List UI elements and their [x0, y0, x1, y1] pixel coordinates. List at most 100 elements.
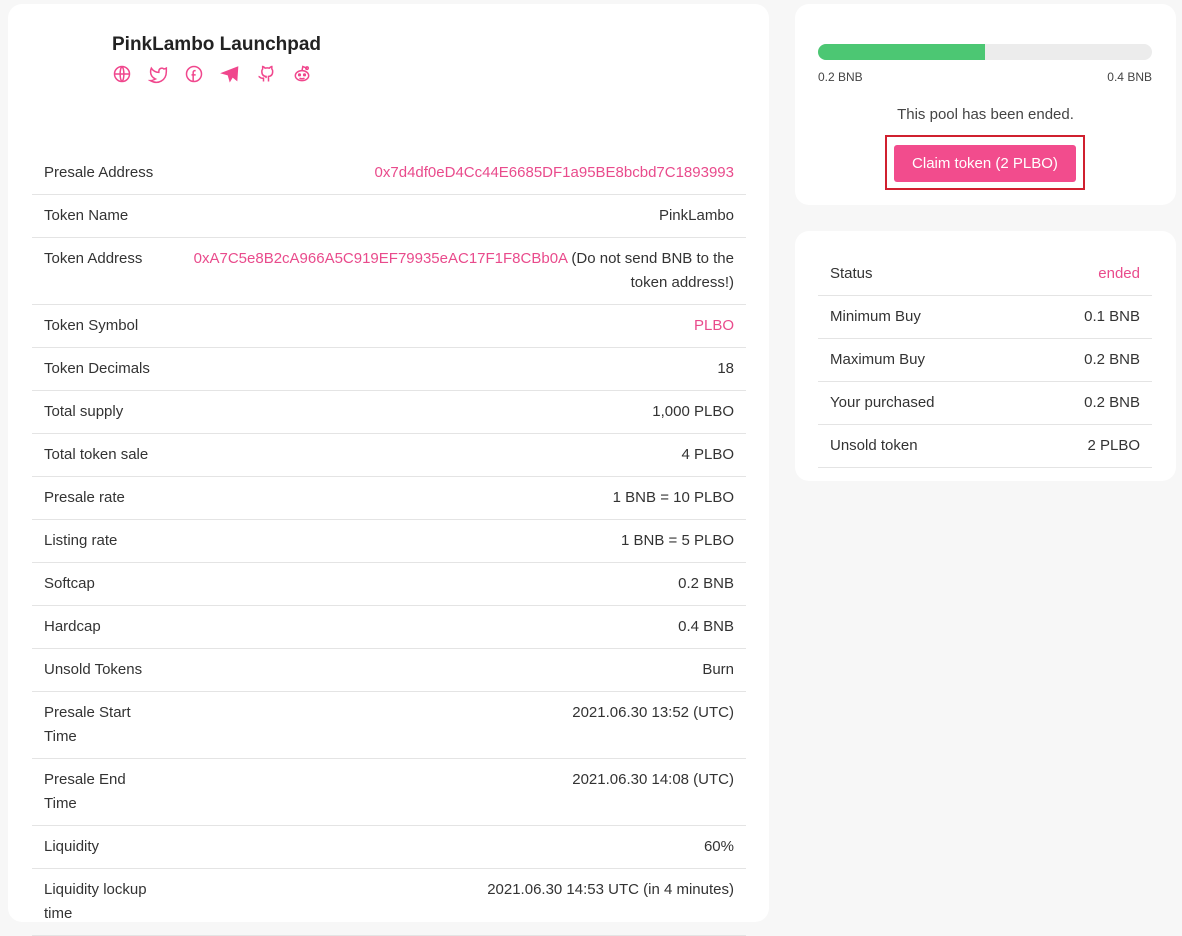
row-label: Total token sale [32, 433, 172, 477]
value-text: 2021.06.30 14:53 UTC (in 4 minutes) [487, 881, 734, 898]
row-value: 1 BNB = 5 PLBO [172, 519, 746, 563]
row-label: Presale rate [32, 476, 172, 520]
value-text: 0.2 BNB [1084, 351, 1140, 368]
value-text: PinkLambo [658, 207, 734, 224]
row-label: Presale Address [32, 152, 172, 195]
reddit-icon[interactable] [292, 64, 312, 84]
progress-min-label: 0.2 BNB [818, 70, 863, 84]
row-value: 18 [172, 347, 746, 391]
progress-fill [818, 44, 985, 60]
value-text: 1 BNB = 10 PLBO [612, 489, 734, 506]
value-text: 0.4 BNB [678, 618, 734, 635]
table-row: Total token sale 4 PLBO [32, 433, 746, 477]
row-value: 2021.06.30 13:52 (UTC) [172, 691, 746, 759]
value-text: 0.2 BNB [678, 575, 734, 592]
row-label: Unsold token [818, 424, 958, 468]
value-text: 2021.06.30 13:52 (UTC) [572, 704, 734, 721]
value-text: 4 PLBO [681, 446, 734, 463]
table-row: Hardcap 0.4 BNB [32, 605, 746, 649]
table-row: Token Decimals 18 [32, 347, 746, 391]
row-label: Listing rate [32, 519, 172, 563]
row-value: PLBO [172, 304, 746, 348]
value-text: 0.1 BNB [1084, 308, 1140, 325]
value-text: 18 [717, 360, 734, 377]
value-text: Burn [702, 661, 734, 678]
row-label: Your purchased [818, 381, 958, 425]
row-value: PinkLambo [172, 194, 746, 238]
table-row: Status ended [818, 253, 1152, 296]
table-row: Presale End Time 2021.06.30 14:08 (UTC) [32, 758, 746, 826]
telegram-icon[interactable] [220, 64, 240, 84]
row-value: 0.2 BNB [958, 338, 1152, 382]
claim-highlight: Claim token (2 PLBO) [885, 135, 1085, 190]
twitter-icon[interactable] [147, 64, 168, 84]
pool-stats-card: Status ended Minimum Buy 0.1 BNB Maximum Buy… [795, 231, 1176, 481]
facebook-icon[interactable] [184, 64, 204, 84]
table-row: Unsold token 2 PLBO [818, 424, 1152, 468]
presale-info-card: PinkLambo Launchpad Presale Address 0x7d4… [8, 4, 769, 936]
row-label: Token Symbol [32, 304, 172, 348]
table-row: Softcap 0.2 BNB [32, 562, 746, 606]
value-text[interactable]: 0x7d4df0eD4Cc44E6685DF1a95BE8bcbd7C18939… [374, 164, 734, 181]
value-text: 60% [703, 838, 734, 855]
value-note: (Do not send BNB to the token address!) [567, 250, 734, 291]
table-row: Token Name PinkLambo [32, 194, 746, 238]
table-row: Token Symbol PLBO [32, 304, 746, 348]
value-text: PLBO [693, 317, 734, 334]
claim-token-button[interactable]: Claim token (2 PLBO) [894, 145, 1076, 182]
row-label: Unsold Tokens [32, 648, 172, 692]
row-label: Softcap [32, 562, 172, 606]
row-value: 0.2 BNB [958, 381, 1152, 425]
table-row: Presale Address 0x7d4df0eD4Cc44E6685DF1a9… [32, 152, 746, 195]
row-value: 0.2 BNB [172, 562, 746, 606]
table-row: Liquidity lockup time 2021.06.30 14:53 UT… [32, 868, 746, 936]
row-value: 2021.06.30 14:08 (UTC) [172, 758, 746, 826]
row-value: 0xA7C5e8B2cA966A5C919EF79935eAC17F1F8CBb… [172, 237, 746, 305]
table-row: Liquidity 60% [32, 825, 746, 869]
row-label: Presale End Time [32, 758, 172, 826]
row-label: Maximum Buy [818, 338, 958, 382]
row-label: Token Name [32, 194, 172, 238]
row-value: 4 PLBO [172, 433, 746, 477]
value-text[interactable]: 0xA7C5e8B2cA966A5C919EF79935eAC17F1F8CBb… [193, 250, 568, 267]
row-label: Status [818, 253, 958, 296]
row-value: 0.1 BNB [958, 295, 1152, 339]
row-value: 0.4 BNB [172, 605, 746, 649]
row-value: 0x7d4df0eD4Cc44E6685DF1a95BE8bcbd7C18939… [172, 152, 746, 195]
value-text: 2021.06.30 14:08 (UTC) [572, 771, 734, 788]
row-label: Presale Start Time [32, 691, 172, 759]
table-row: Presale Start Time 2021.06.30 13:52 (UTC) [32, 691, 746, 759]
table-row: Your purchased 0.2 BNB [818, 381, 1152, 425]
pool-progress-card: 0.2 BNB 0.4 BNB This pool has been ended… [795, 4, 1176, 205]
row-value: ended [958, 253, 1152, 296]
table-row: Minimum Buy 0.1 BNB [818, 295, 1152, 339]
page-title: PinkLambo Launchpad [112, 34, 322, 55]
globe-icon[interactable] [112, 64, 132, 84]
table-row: Presale rate 1 BNB = 10 PLBO [32, 476, 746, 520]
github-icon[interactable] [256, 64, 276, 84]
row-label: Liquidity [32, 825, 172, 869]
progress-bar [818, 44, 1152, 60]
value-text: ended [1098, 265, 1140, 282]
pool-stats-table: Status ended Minimum Buy 0.1 BNB Maximum Buy… [818, 253, 1152, 468]
row-label: Token Address [32, 237, 172, 305]
social-links [112, 64, 312, 84]
row-value: 60% [172, 825, 746, 869]
table-row: Listing rate 1 BNB = 5 PLBO [32, 519, 746, 563]
row-label: Total supply [32, 390, 172, 434]
row-label: Minimum Buy [818, 295, 958, 339]
row-label: Liquidity lockup time [32, 868, 172, 936]
table-row: Token Address 0xA7C5e8B2cA966A5C919EF7993… [32, 237, 746, 305]
row-label: Token Decimals [32, 347, 172, 391]
table-row: Total supply 1,000 PLBO [32, 390, 746, 434]
progress-max-label: 0.4 BNB [1107, 70, 1152, 84]
presale-details-table: Presale Address 0x7d4df0eD4Cc44E6685DF1a9… [32, 152, 746, 936]
table-row: Maximum Buy 0.2 BNB [818, 338, 1152, 382]
pool-status-message: This pool has been ended. [897, 106, 1074, 123]
row-value: Burn [172, 648, 746, 692]
row-value: 2 PLBO [958, 424, 1152, 468]
table-row: Unsold Tokens Burn [32, 648, 746, 692]
row-value: 1 BNB = 10 PLBO [172, 476, 746, 520]
value-text: 1,000 PLBO [652, 403, 734, 420]
row-label: Hardcap [32, 605, 172, 649]
